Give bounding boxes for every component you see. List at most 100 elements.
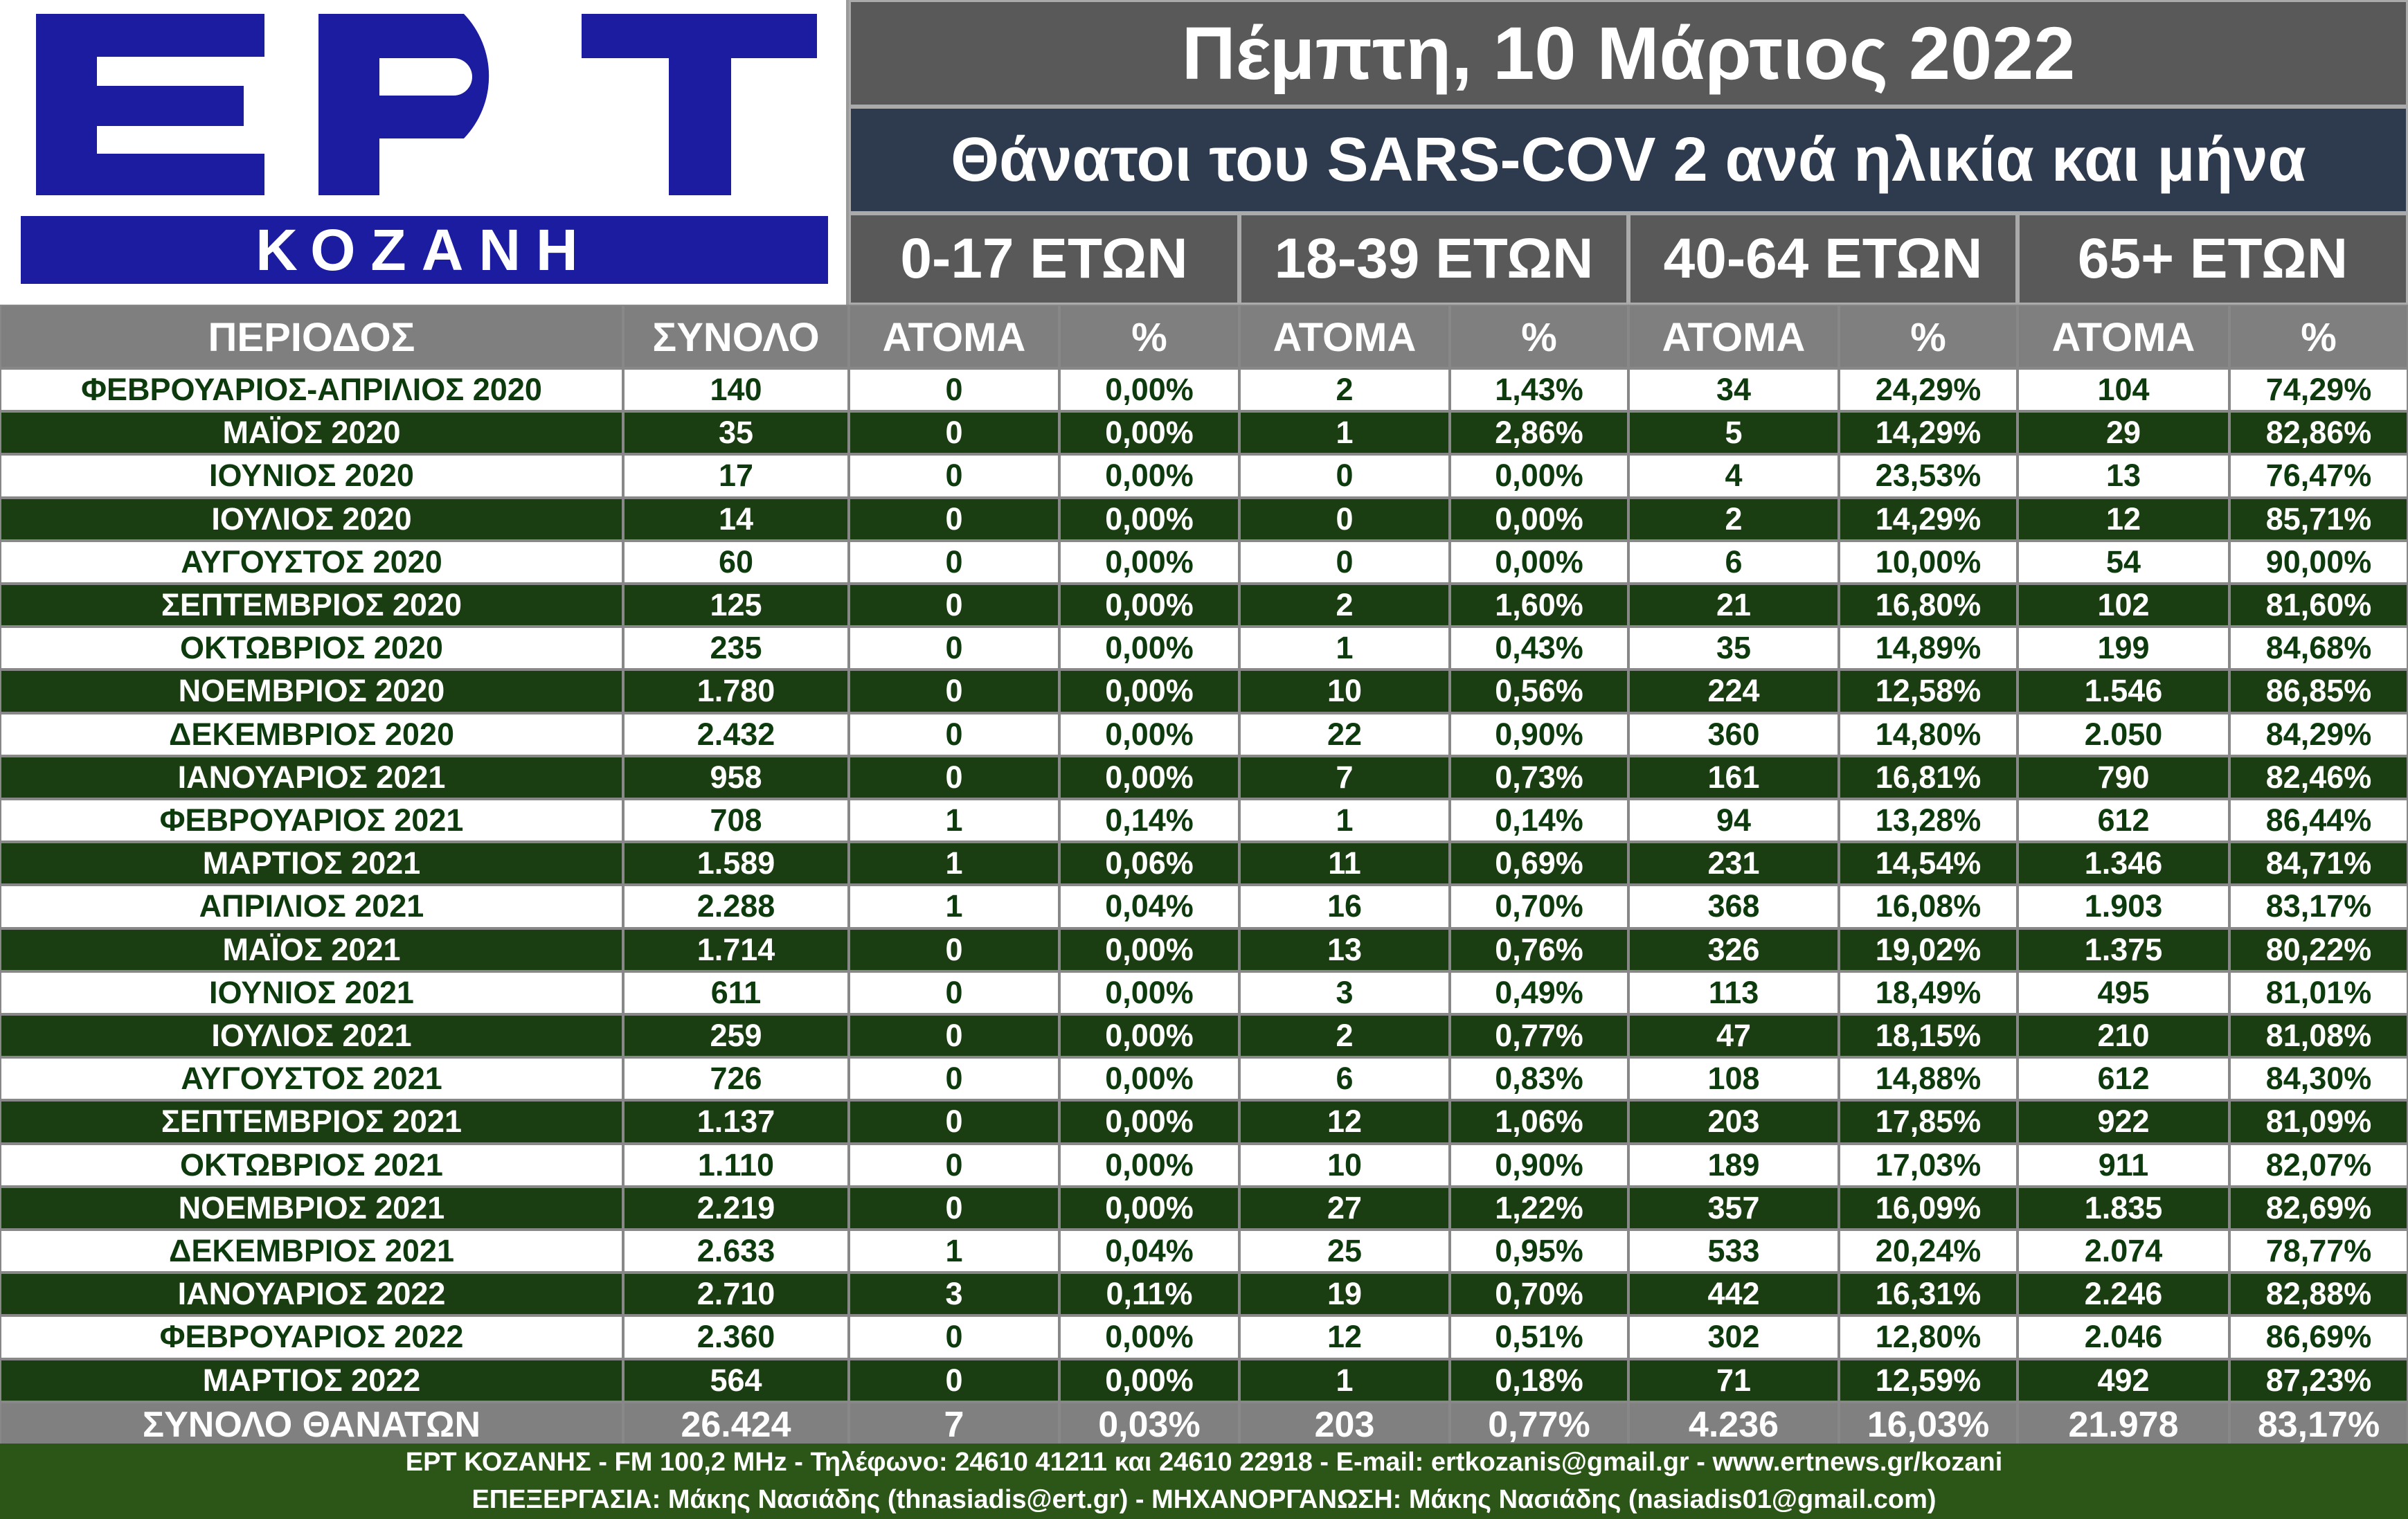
value-cell: 612	[2018, 799, 2229, 843]
value-cell: 0,00%	[1059, 1014, 1239, 1058]
value-cell: 113	[1628, 971, 1839, 1014]
value-cell: 726	[623, 1057, 849, 1101]
value-cell: 1	[1239, 627, 1450, 670]
value-cell: 16,81%	[1839, 755, 2018, 799]
value-cell: 25	[1239, 1230, 1450, 1273]
value-cell: 0,00%	[1059, 454, 1239, 498]
value-cell: 80,22%	[2229, 928, 2408, 971]
period-cell: ΙΟΥΛΙΟΣ 2020	[0, 497, 623, 541]
value-cell: 161	[1628, 755, 1839, 799]
table-row: ΔΕΚΕΜΒΡΙΟΣ 2021 2.633 1 0,04% 25 0,95% 533 20,2…	[0, 1230, 2408, 1273]
period-cell: ΦΕΒΡΟΥΑΡΙΟΣ 2021	[0, 799, 623, 843]
value-cell: 86,44%	[2229, 799, 2408, 843]
value-cell: 0	[849, 1315, 1059, 1359]
column-header: ΑΤΟΜΑ	[849, 305, 1059, 368]
value-cell: 357	[1628, 1186, 1839, 1230]
age-group-65-plus: 65+ ΕΤΩΝ	[2018, 213, 2408, 305]
period-cell: ΙΟΥΛΙΟΣ 2021	[0, 1014, 623, 1058]
value-cell: 259	[623, 1014, 849, 1058]
period-cell: ΟΚΤΩΒΡΙΟΣ 2021	[0, 1143, 623, 1187]
value-cell: 0	[849, 584, 1059, 627]
value-cell: 611	[623, 971, 849, 1014]
value-cell: 2.288	[623, 885, 849, 928]
value-cell: 12,58%	[1839, 669, 2018, 713]
value-cell: 224	[1628, 669, 1839, 713]
value-cell: 911	[2018, 1143, 2229, 1187]
value-cell: 302	[1628, 1315, 1839, 1359]
value-cell: 2	[1239, 584, 1450, 627]
value-cell: 14,54%	[1839, 842, 2018, 886]
total-value: 4.236	[1628, 1401, 1839, 1445]
period-cell: ΜΑΡΤΙΟΣ 2022	[0, 1358, 623, 1402]
value-cell: 0,00%	[1059, 368, 1239, 412]
value-cell: 0	[849, 454, 1059, 498]
value-cell: 0	[849, 971, 1059, 1014]
value-cell: 81,01%	[2229, 971, 2408, 1014]
total-value: 7	[849, 1401, 1059, 1445]
value-cell: 189	[1628, 1143, 1839, 1187]
value-cell: 958	[623, 755, 849, 799]
value-cell: 1,22%	[1450, 1186, 1628, 1230]
value-cell: 0,49%	[1450, 971, 1628, 1014]
value-cell: 1.110	[623, 1143, 849, 1187]
value-cell: 0,00%	[1059, 627, 1239, 670]
value-cell: 1	[849, 1230, 1059, 1273]
value-cell: 14,88%	[1839, 1057, 2018, 1101]
value-cell: 16,31%	[1839, 1273, 2018, 1316]
value-cell: 6	[1628, 540, 1839, 584]
period-cell: ΦΕΒΡΟΥΑΡΙΟΣ-ΑΠΡΙΛΙΟΣ 2020	[0, 368, 623, 412]
value-cell: 82,07%	[2229, 1143, 2408, 1187]
value-cell: 922	[2018, 1100, 2229, 1144]
ert-kozani-logo: ΚΟΖΑΝΗ	[0, 0, 849, 305]
value-cell: 0,00%	[1450, 540, 1628, 584]
value-cell: 0,43%	[1450, 627, 1628, 670]
value-cell: 10	[1239, 669, 1450, 713]
value-cell: 16	[1239, 885, 1450, 928]
value-cell: 2.710	[623, 1273, 849, 1316]
value-cell: 20,24%	[1839, 1230, 2018, 1273]
value-cell: 78,77%	[2229, 1230, 2408, 1273]
value-cell: 13,28%	[1839, 799, 2018, 843]
value-cell: 1	[849, 842, 1059, 886]
value-cell: 18,49%	[1839, 971, 2018, 1014]
value-cell: 14	[623, 497, 849, 541]
total-value: 26.424	[623, 1401, 849, 1445]
value-cell: 83,17%	[2229, 885, 2408, 928]
column-header: ΑΤΟΜΑ	[1628, 305, 1839, 368]
age-group-18-39: 18-39 ΕΤΩΝ	[1239, 213, 1628, 305]
value-cell: 0,00%	[1059, 497, 1239, 541]
value-cell: 0,76%	[1450, 928, 1628, 971]
deaths-table: ΠΕΡΙΟΔΟΣ ΣΥΝΟΛΟ ΑΤΟΜΑ% ΑΤΟΜΑ% ΑΤΟΜΑ% ΑΤΟΜΑ% ΦΕ…	[0, 305, 2408, 1519]
value-cell: 0,51%	[1450, 1315, 1628, 1359]
table-row: ΜΑΡΤΙΟΣ 2021 1.589 1 0,06% 11 0,69% 231 14,54% 1…	[0, 842, 2408, 886]
value-cell: 0,14%	[1059, 799, 1239, 843]
value-cell: 0,95%	[1450, 1230, 1628, 1273]
value-cell: 0,90%	[1450, 712, 1628, 756]
period-cell: ΑΥΓΟΥΣΤΟΣ 2021	[0, 1057, 623, 1101]
period-cell: ΝΟΕΜΒΡΙΟΣ 2020	[0, 669, 623, 713]
value-cell: 0	[849, 1186, 1059, 1230]
period-cell: ΙΟΥΝΙΟΣ 2020	[0, 454, 623, 498]
total-value: 203	[1239, 1401, 1450, 1445]
value-cell: 22	[1239, 712, 1450, 756]
value-cell: 14,80%	[1839, 712, 2018, 756]
table-row: ΝΟΕΜΒΡΙΟΣ 2020 1.780 0 0,00% 10 0,56% 224 12,58…	[0, 669, 2408, 713]
table-title: Θάνατοι του SARS-COV 2 ανά ηλικία και μή…	[849, 107, 2408, 213]
value-cell: 84,29%	[2229, 712, 2408, 756]
period-cell: ΣΕΠΤΕΜΒΡΙΟΣ 2021	[0, 1100, 623, 1144]
value-cell: 564	[623, 1358, 849, 1402]
total-row: ΣΥΝΟΛΟ ΘΑΝΑΤΩΝ 26.424 7 0,03% 203 0,77% 4.236 1…	[0, 1401, 2408, 1445]
value-cell: 0,18%	[1450, 1358, 1628, 1402]
value-cell: 81,60%	[2229, 584, 2408, 627]
value-cell: 14,29%	[1839, 411, 2018, 455]
value-cell: 442	[1628, 1273, 1839, 1316]
value-cell: 2.360	[623, 1315, 849, 1359]
period-cell: ΟΚΤΩΒΡΙΟΣ 2020	[0, 627, 623, 670]
table-row: ΦΕΒΡΟΥΑΡΙΟΣ-ΑΠΡΙΛΙΟΣ 2020 140 0 0,00% 2 1,43%…	[0, 368, 2408, 412]
table-row: ΙΟΥΝΙΟΣ 2021 611 0 0,00% 3 0,49% 113 18,49% 495 8…	[0, 971, 2408, 1014]
value-cell: 1.137	[623, 1100, 849, 1144]
period-cell: ΙΑΝΟΥΑΡΙΟΣ 2021	[0, 755, 623, 799]
value-cell: 14,29%	[1839, 497, 2018, 541]
value-cell: 71	[1628, 1358, 1839, 1402]
value-cell: 2,86%	[1450, 411, 1628, 455]
